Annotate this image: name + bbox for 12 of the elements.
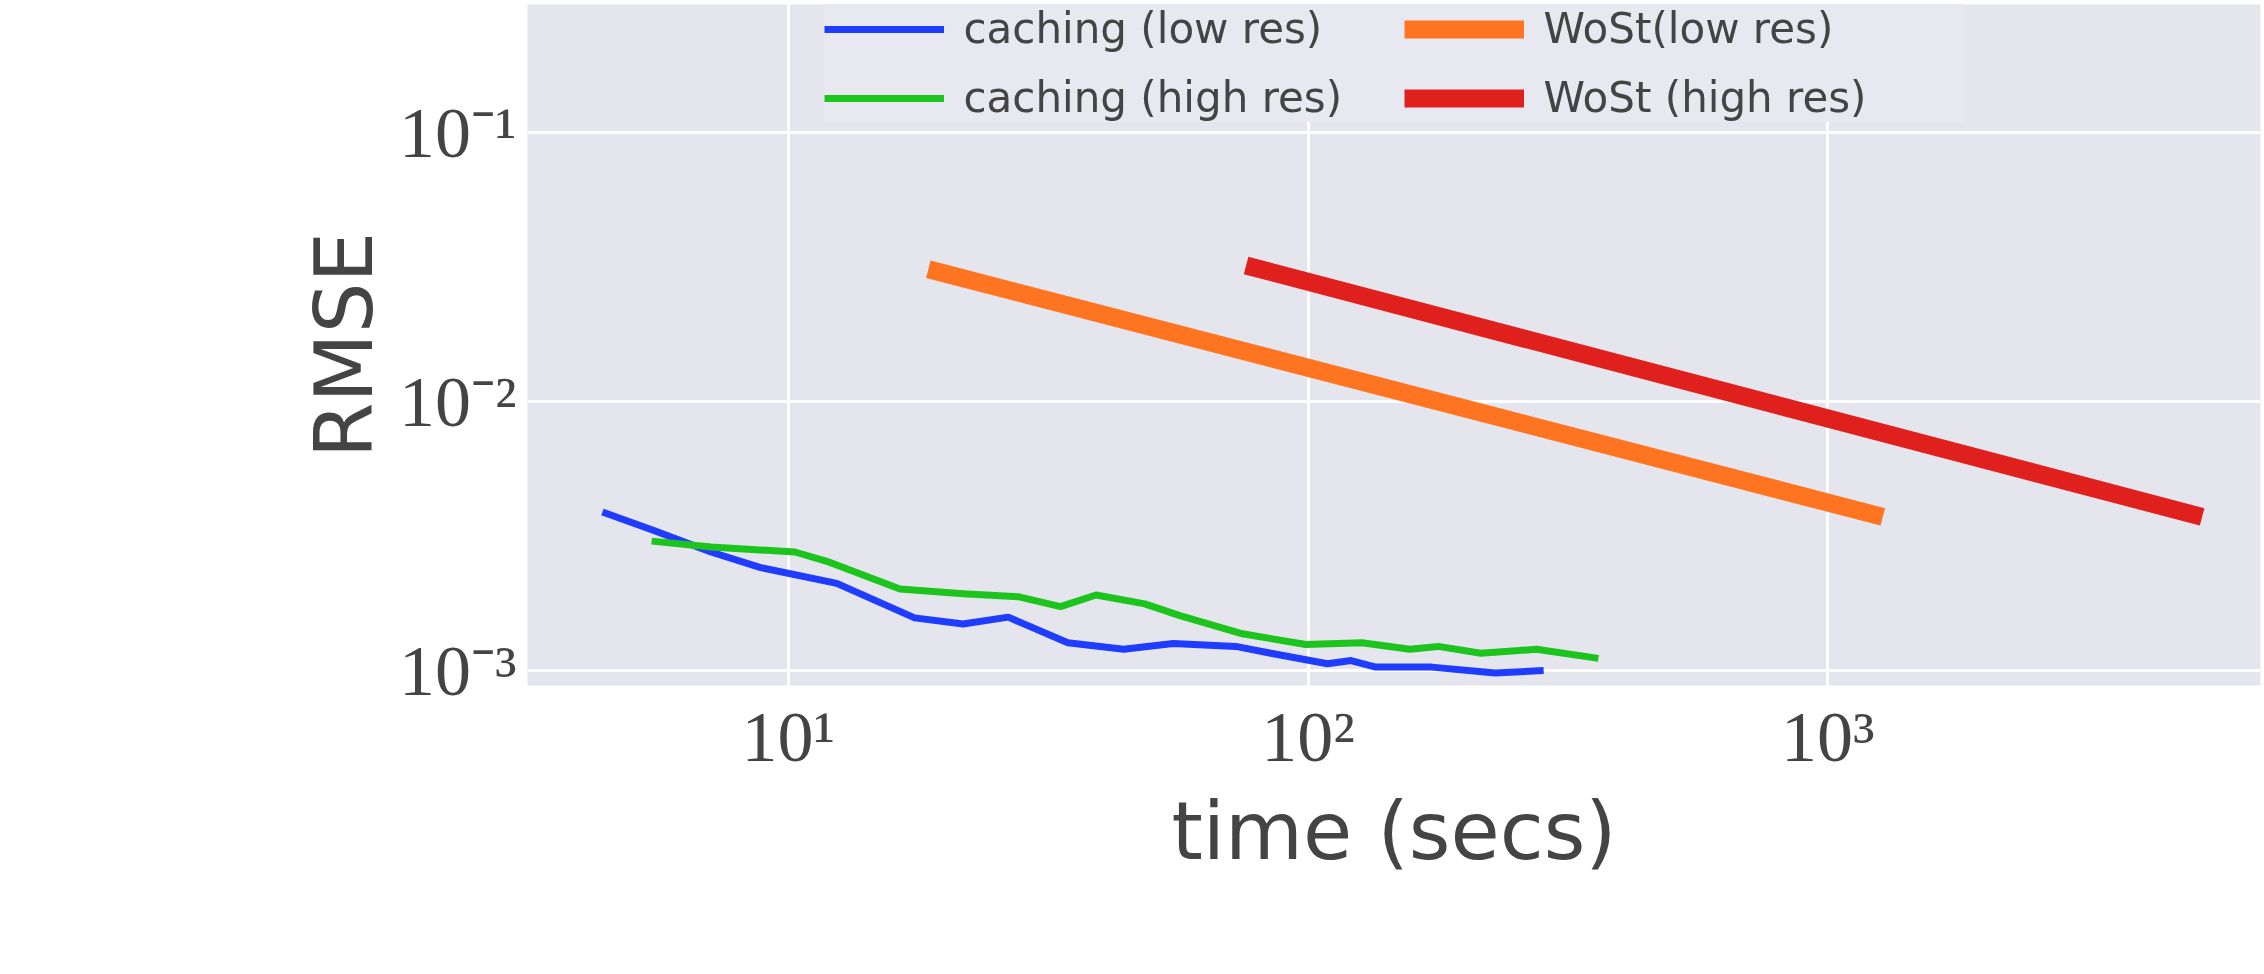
legend-label: caching (high res) (963, 73, 1344, 122)
legend-label: WoSt (high res) (1543, 73, 1868, 122)
legend-label: caching (low res) (963, 4, 1324, 53)
x-axis-title: time (secs) (1171, 784, 1617, 878)
y-tick-label: 10⁻³ (398, 630, 517, 711)
x-tick-label: 10³ (1781, 696, 1875, 777)
x-tick-label: 10¹ (741, 696, 836, 777)
y-tick-label: 10⁻¹ (398, 92, 517, 173)
x-tick-label: 10² (1261, 696, 1355, 777)
y-tick-label: 10⁻² (398, 361, 517, 442)
y-axis-title: RMSE (297, 232, 391, 458)
legend-label: WoSt(low res) (1543, 4, 1835, 53)
